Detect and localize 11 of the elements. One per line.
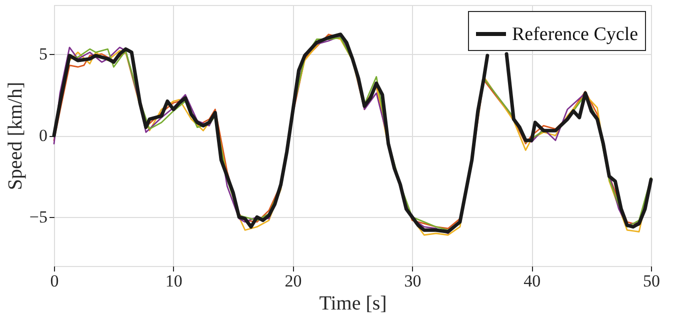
x-tick-label: 10 (165, 272, 182, 290)
legend-label: Reference Cycle (512, 24, 638, 45)
y-axis-title: Speed [km/h] (4, 82, 26, 190)
x-tick-label: 40 (524, 272, 541, 290)
y-tick-label: −5 (29, 208, 48, 227)
x-tick-label: 30 (404, 272, 422, 290)
x-tick-label: 20 (284, 272, 302, 290)
x-axis-title: Time [s] (319, 292, 387, 314)
x-tick-label: 50 (643, 272, 660, 290)
y-tick-label: 0 (39, 126, 48, 145)
y-tick-label: 5 (39, 44, 48, 64)
